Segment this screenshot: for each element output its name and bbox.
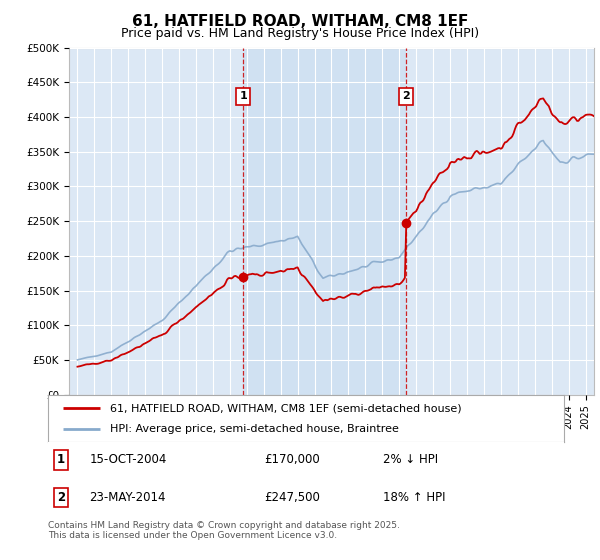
Text: 2% ↓ HPI: 2% ↓ HPI [383,453,439,466]
Text: 1: 1 [57,453,65,466]
Text: Contains HM Land Registry data © Crown copyright and database right 2025.
This d: Contains HM Land Registry data © Crown c… [48,521,400,540]
Text: 15-OCT-2004: 15-OCT-2004 [89,453,167,466]
Text: £170,000: £170,000 [265,453,320,466]
Text: 18% ↑ HPI: 18% ↑ HPI [383,491,446,504]
Text: 2: 2 [402,91,410,101]
Text: £247,500: £247,500 [265,491,320,504]
Text: HPI: Average price, semi-detached house, Braintree: HPI: Average price, semi-detached house,… [110,424,399,434]
Text: 61, HATFIELD ROAD, WITHAM, CM8 1EF (semi-detached house): 61, HATFIELD ROAD, WITHAM, CM8 1EF (semi… [110,403,461,413]
Text: 1: 1 [239,91,247,101]
Text: Price paid vs. HM Land Registry's House Price Index (HPI): Price paid vs. HM Land Registry's House … [121,27,479,40]
Bar [243,48,406,395]
Text: 23-MAY-2014: 23-MAY-2014 [89,491,166,504]
Text: 2: 2 [57,491,65,504]
Text: 61, HATFIELD ROAD, WITHAM, CM8 1EF: 61, HATFIELD ROAD, WITHAM, CM8 1EF [132,14,468,29]
